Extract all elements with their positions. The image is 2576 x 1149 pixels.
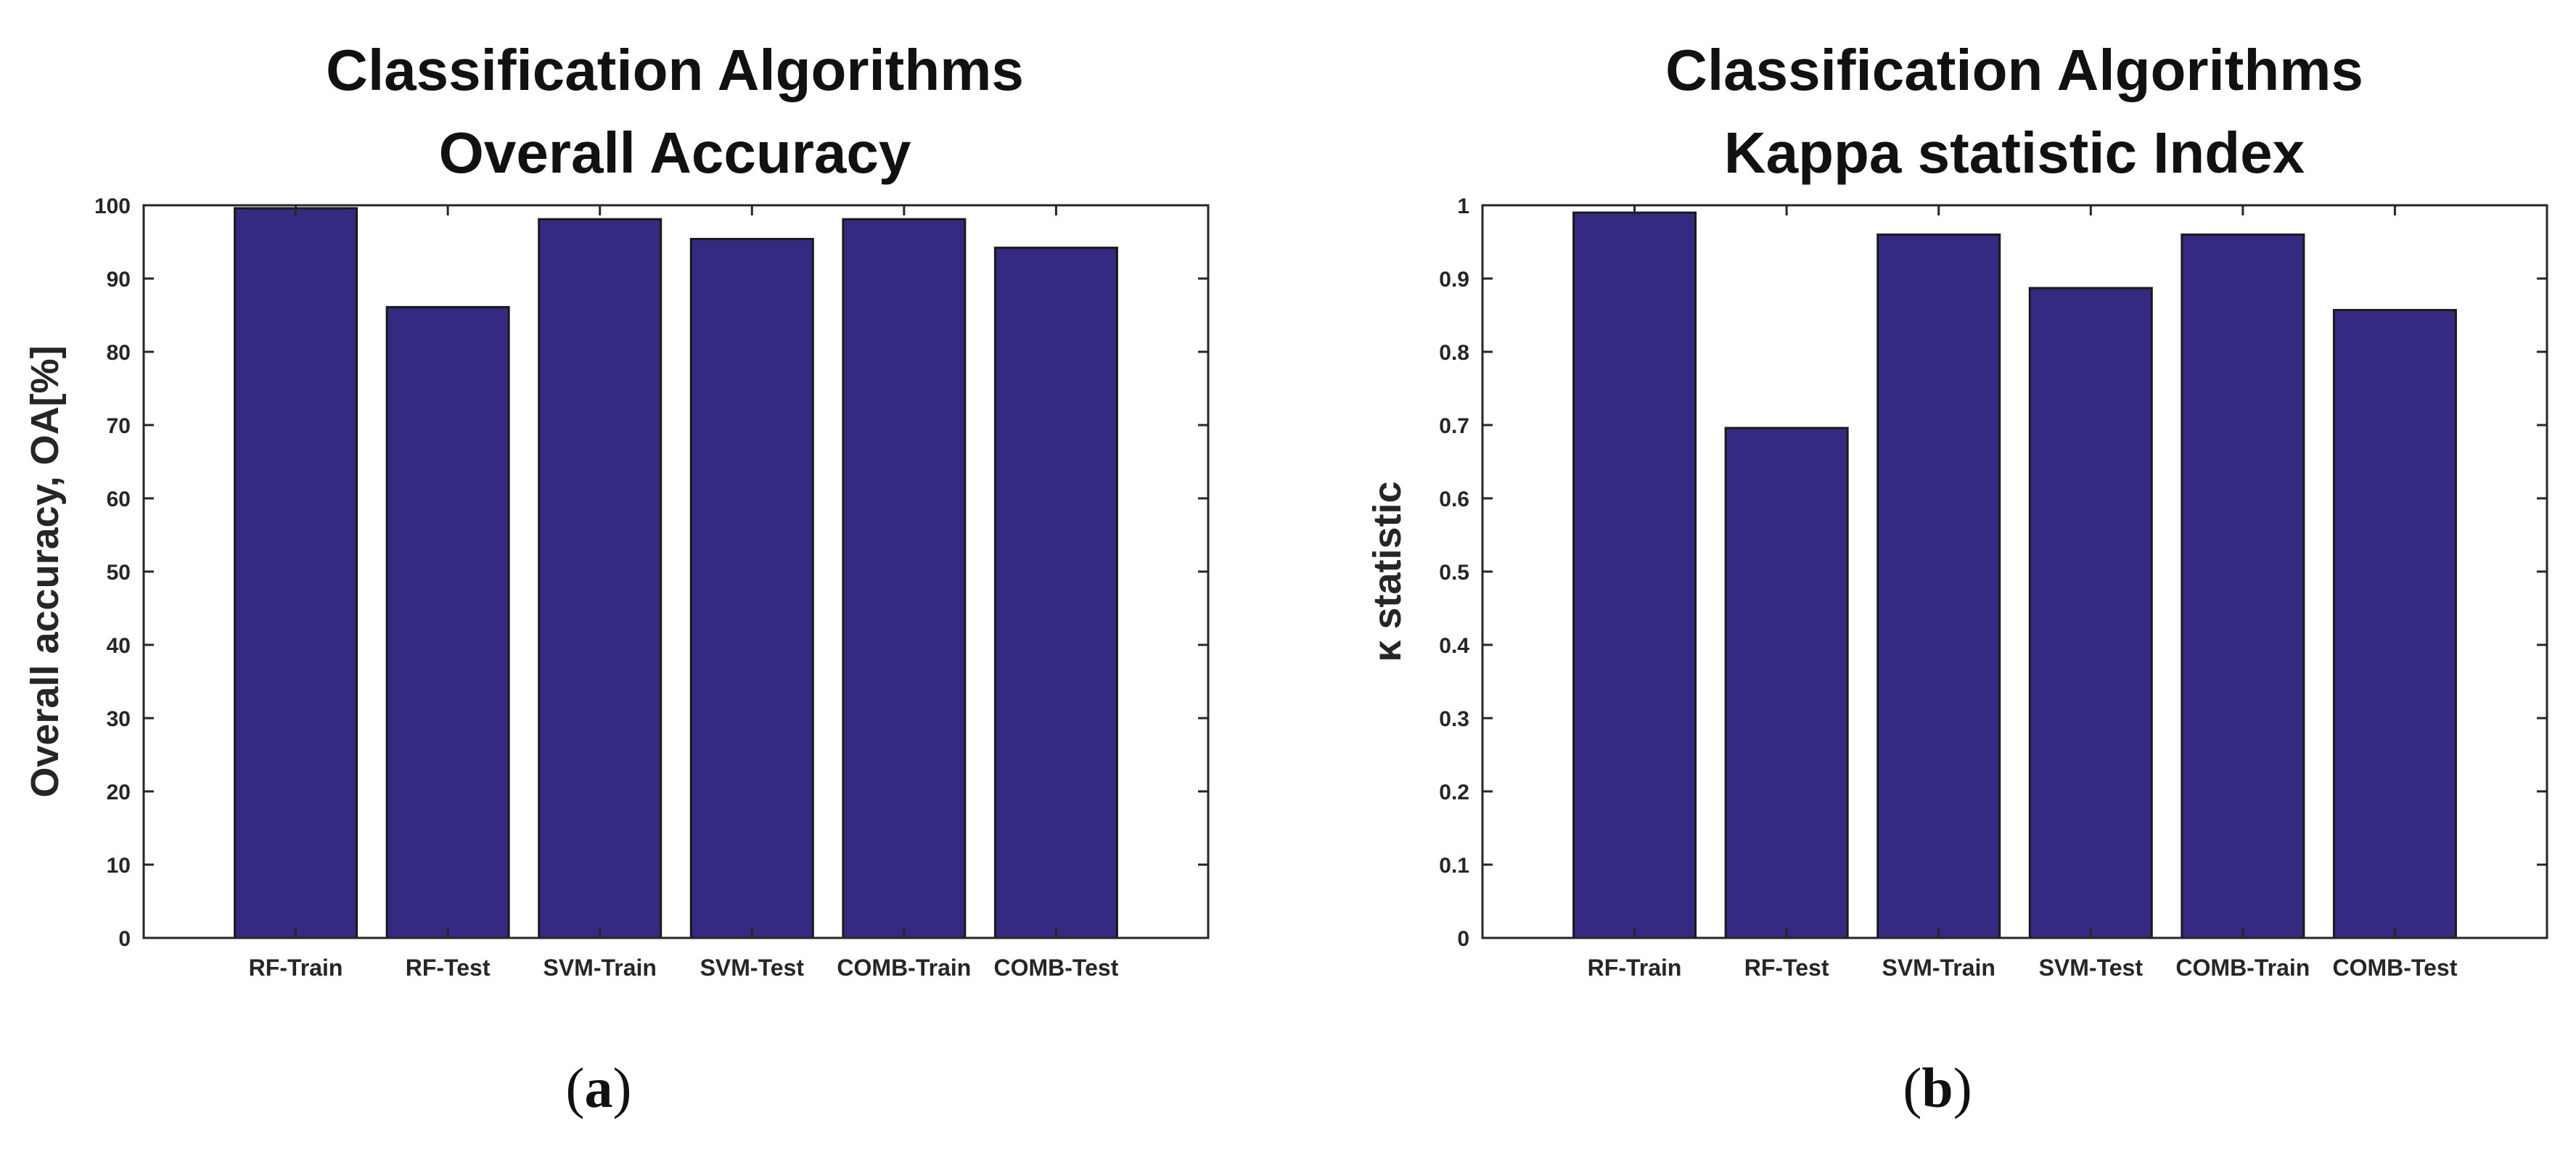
chart-title-line: Classification Algorithms bbox=[1665, 38, 2363, 102]
y-tick-label: 0.2 bbox=[1439, 781, 1469, 804]
y-tick-label: 30 bbox=[107, 707, 131, 731]
x-tick-label: RF-Test bbox=[406, 955, 491, 981]
bar-comb-test bbox=[993, 247, 1118, 939]
bar-comb-test bbox=[2332, 308, 2457, 939]
x-tick-label: SVM-Train bbox=[543, 955, 656, 981]
chart-title-line: Classification Algorithms bbox=[326, 38, 1024, 102]
bar-comb-train bbox=[842, 218, 967, 939]
bar-svm-train bbox=[1876, 233, 2001, 939]
x-tick-label: SVM-Train bbox=[1882, 955, 1995, 981]
bar-rf-train bbox=[1572, 211, 1697, 939]
y-tick-label: 0.9 bbox=[1439, 268, 1469, 292]
bar-svm-test bbox=[689, 237, 814, 939]
y-tick-label: 0.8 bbox=[1439, 341, 1469, 365]
chart-title-line: Kappa statistic Index bbox=[1724, 120, 2305, 185]
panel-caption-a: (a) bbox=[565, 1056, 632, 1119]
x-tick-label: COMB-Train bbox=[2175, 955, 2310, 981]
y-tick-label: 1 bbox=[1457, 194, 1469, 218]
y-tick-label: 0.6 bbox=[1439, 487, 1469, 511]
y-tick-label: 70 bbox=[107, 414, 131, 438]
x-tick-label: RF-Test bbox=[1744, 955, 1829, 981]
bar-comb-train bbox=[2181, 233, 2305, 939]
y-tick-label: 0.7 bbox=[1439, 414, 1469, 438]
y-axis-label: κ statistic bbox=[1366, 481, 1409, 662]
x-tick-label: COMB-Train bbox=[837, 955, 971, 981]
bar-rf-test bbox=[1724, 427, 1849, 939]
y-tick-label: 50 bbox=[107, 561, 131, 585]
bar-rf-train bbox=[234, 207, 358, 939]
x-tick-label: SVM-Test bbox=[700, 955, 805, 981]
y-tick-label: 100 bbox=[94, 194, 131, 218]
y-tick-label: 80 bbox=[107, 341, 131, 365]
y-tick-label: 0.1 bbox=[1439, 854, 1469, 878]
y-tick-label: 0 bbox=[118, 927, 131, 951]
y-tick-label: 20 bbox=[107, 781, 131, 804]
y-tick-label: 0.3 bbox=[1439, 707, 1469, 731]
chart-panel-b: Classification Algorithms Kappa statistic… bbox=[1366, 38, 2548, 981]
x-tick-label: SVM-Test bbox=[2039, 955, 2144, 981]
bar-rf-test bbox=[385, 305, 510, 939]
x-tick-label: RF-Train bbox=[1588, 955, 1682, 981]
y-tick-label: 0.5 bbox=[1439, 561, 1469, 585]
x-tick-label: RF-Train bbox=[249, 955, 343, 981]
y-tick-label: 40 bbox=[107, 634, 131, 658]
bar-svm-train bbox=[538, 218, 663, 939]
y-tick-label: 90 bbox=[107, 268, 131, 292]
x-tick-label: COMB-Test bbox=[2333, 955, 2458, 981]
panel-caption-b: (b) bbox=[1903, 1056, 1972, 1119]
y-tick-label: 10 bbox=[107, 854, 131, 878]
x-tick-label: COMB-Test bbox=[994, 955, 1119, 981]
y-tick-label: 0.4 bbox=[1439, 634, 1469, 658]
chart-panel-a: Classification Algorithms Overall Accurac… bbox=[23, 38, 1210, 981]
chart-title-line: Overall Accuracy bbox=[439, 120, 911, 185]
bar-svm-test bbox=[2028, 287, 2153, 939]
y-tick-label: 0 bbox=[1457, 927, 1469, 951]
y-tick-label: 60 bbox=[107, 487, 131, 511]
y-axis-label: Overall accuracy, OA[%] bbox=[23, 345, 67, 797]
